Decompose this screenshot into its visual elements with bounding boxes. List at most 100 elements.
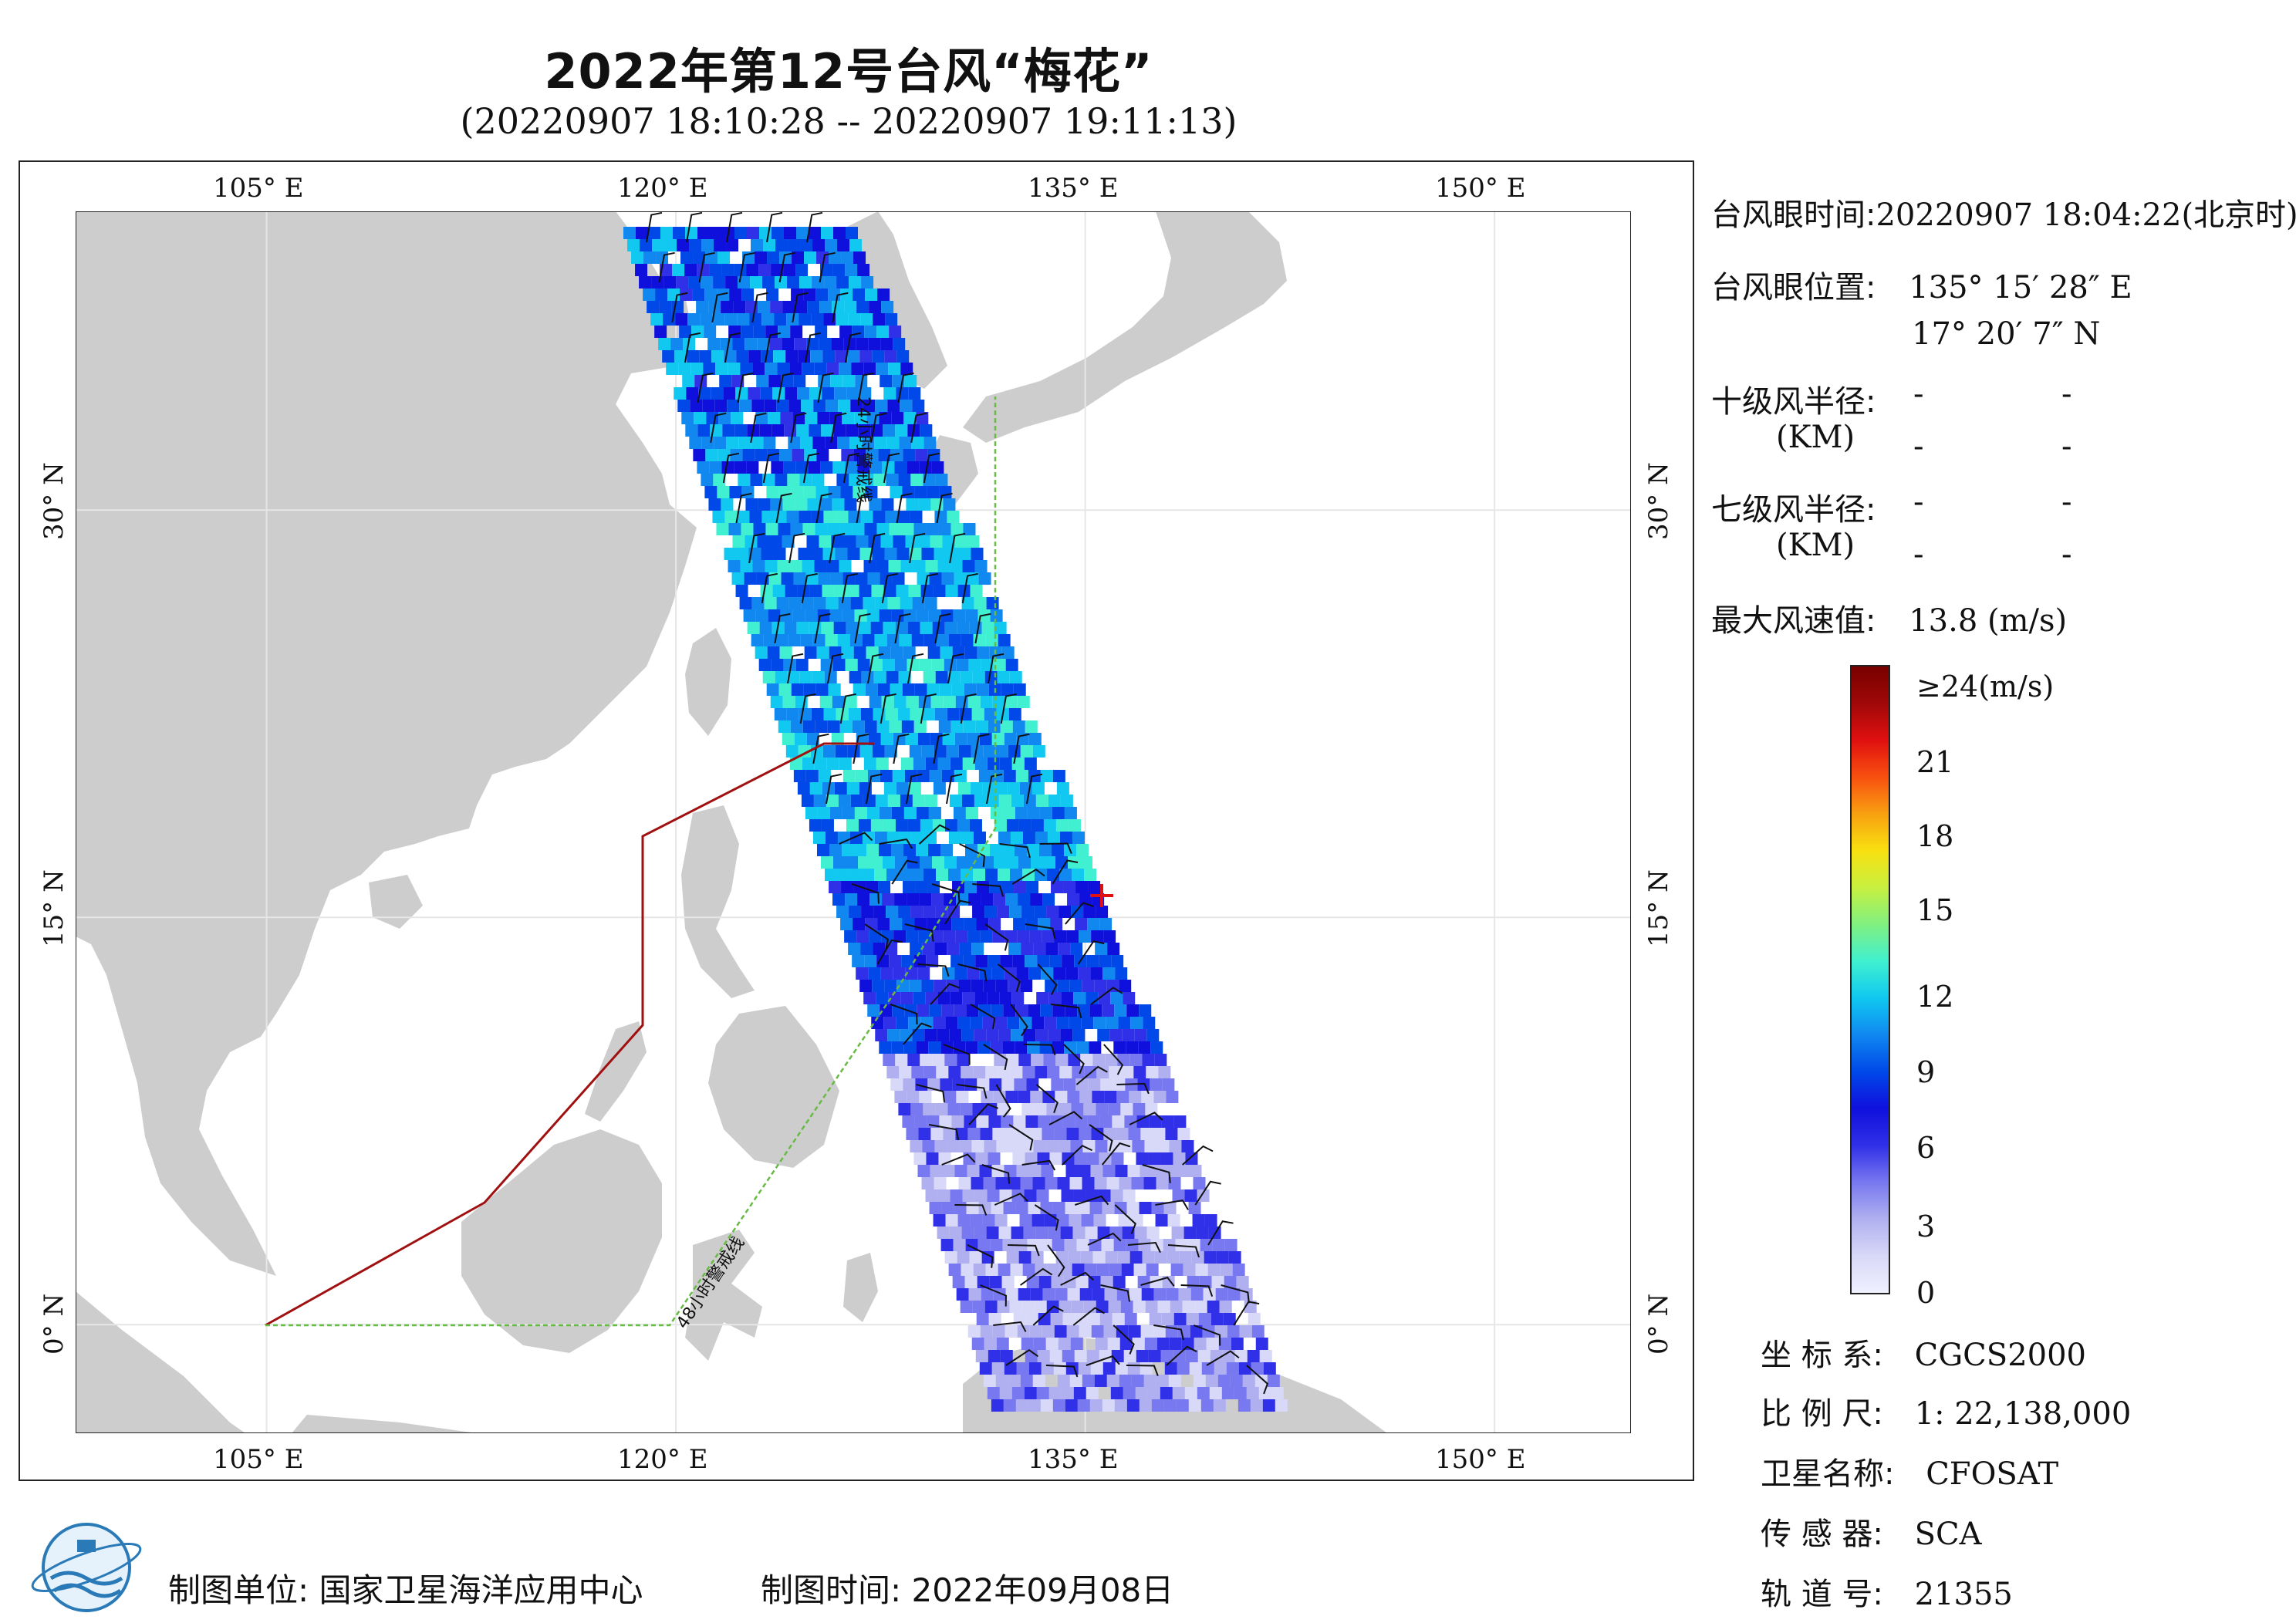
wind-cell	[1115, 1165, 1128, 1177]
wind-cell	[887, 1029, 900, 1041]
wind-cell	[745, 338, 758, 350]
wind-cell	[957, 1054, 970, 1066]
typhoon-eye-marker	[1090, 884, 1113, 907]
wind-cell	[1271, 1387, 1284, 1399]
wind-barb	[854, 612, 871, 644]
wind-cell	[926, 1152, 939, 1165]
wind-cell	[1126, 1004, 1140, 1017]
wind-cell	[1094, 1177, 1107, 1189]
wind-cell	[1059, 869, 1072, 881]
wind-cell	[869, 696, 882, 708]
wind-cell	[858, 622, 871, 634]
wind-cell	[836, 474, 849, 486]
wind-cell	[850, 795, 863, 807]
wind-cell	[1056, 782, 1069, 795]
wind-cell	[919, 1091, 932, 1103]
wind-cell	[1099, 1115, 1113, 1128]
wind-cell	[1049, 1152, 1062, 1165]
wind-cell	[944, 659, 957, 671]
wind-cell	[881, 930, 894, 943]
wind-cell	[1082, 1177, 1095, 1189]
wind-cell	[951, 918, 964, 930]
wind-cell	[960, 671, 973, 683]
wind-cell	[1117, 1054, 1130, 1066]
wind-cell	[835, 745, 848, 758]
wind-cell	[869, 930, 882, 943]
wind-cell	[1234, 1387, 1247, 1399]
wind-cell	[764, 597, 777, 609]
wind-cell	[775, 239, 788, 251]
wind-barb	[947, 653, 964, 684]
wind-cell	[958, 745, 971, 758]
wind-cell	[892, 572, 905, 585]
wind-cell	[950, 758, 963, 770]
wind-cell	[639, 276, 652, 288]
wind-barb	[916, 1084, 946, 1102]
wind-cell	[872, 745, 885, 758]
wind-cell	[974, 795, 987, 807]
wind-cell	[916, 1041, 929, 1054]
wind-cell	[954, 967, 967, 980]
wind-cell	[825, 832, 838, 844]
wind-cell	[1033, 1140, 1046, 1152]
land-japan	[963, 211, 1287, 443]
wind-cell	[1059, 906, 1072, 918]
wind-cell	[914, 486, 927, 498]
wind-cell	[966, 1202, 979, 1214]
wind-cell	[896, 980, 910, 992]
wind-cell	[929, 1202, 942, 1214]
wind-cell	[738, 276, 751, 288]
wind-cell	[906, 498, 919, 511]
wind-cell	[1127, 1362, 1140, 1375]
wind-cell	[915, 844, 928, 856]
wind-cell	[1062, 1115, 1075, 1128]
wind-barb	[943, 1044, 971, 1065]
wind-cell	[1153, 1325, 1166, 1338]
wind-cell	[758, 659, 772, 671]
wind-cell	[888, 992, 901, 1004]
wind-cell	[879, 609, 892, 622]
wind-cell	[756, 375, 769, 387]
wind-cell	[1075, 918, 1088, 930]
wind-cell	[1138, 1041, 1151, 1054]
wind-cell	[884, 980, 897, 992]
wind-cell	[876, 560, 889, 572]
wind-cell	[726, 437, 739, 449]
wind-cell	[1021, 1301, 1035, 1313]
wind-cell	[1251, 1362, 1264, 1375]
wind-barb	[841, 572, 858, 604]
wind-cell	[981, 622, 994, 634]
wind-cell	[700, 313, 713, 326]
wind-cell	[782, 301, 795, 313]
wind-cell	[1123, 1189, 1136, 1202]
wind-cell	[1061, 992, 1074, 1004]
wind-cell	[734, 264, 747, 276]
wind-barb	[973, 733, 990, 764]
wind-cell	[763, 239, 776, 251]
wind-cell	[832, 461, 846, 474]
wind-barb	[1013, 733, 1030, 764]
wind-cell	[1119, 1375, 1132, 1387]
wind-cell	[1179, 1251, 1192, 1264]
wind-cell	[1214, 1362, 1227, 1375]
wind-cell	[883, 819, 896, 832]
wind-cell	[903, 609, 917, 622]
wind-cell	[746, 461, 759, 474]
wind-cell	[1236, 1276, 1249, 1288]
wind-cell	[845, 264, 858, 276]
wind-cell	[1171, 1227, 1184, 1239]
wind-cell	[826, 597, 839, 609]
wind-cell	[815, 326, 828, 338]
wind-cell	[809, 782, 822, 795]
wind-cell	[938, 720, 951, 733]
wind-cell	[960, 1301, 973, 1313]
wind-cell	[1191, 1251, 1204, 1264]
wind-cell	[1077, 1202, 1090, 1214]
wind-cell	[893, 930, 907, 943]
wind-cell	[1074, 1152, 1087, 1165]
wind-cell	[766, 683, 779, 696]
wind-cell	[1057, 1177, 1070, 1189]
wind-cell	[1086, 1152, 1099, 1165]
wind-cell	[997, 906, 1010, 918]
wind-cell	[903, 881, 916, 893]
